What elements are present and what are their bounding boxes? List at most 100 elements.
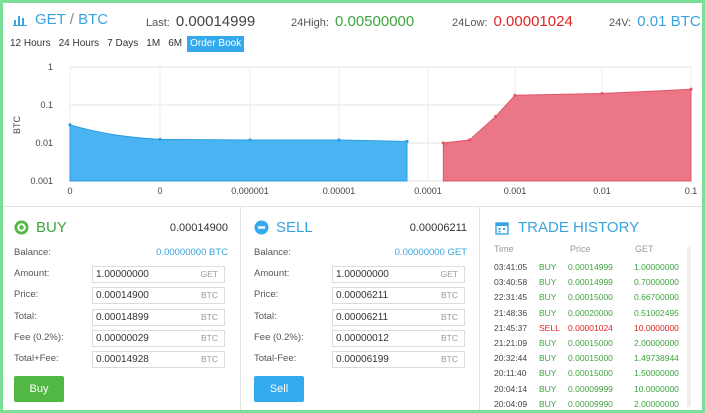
y-tick-label: 0.01 — [35, 138, 53, 148]
sell-total-fee-value: 0.00006199 — [336, 354, 389, 365]
low-label: 24Low: — [452, 17, 488, 29]
x-tick-label: 0.001 — [504, 186, 527, 196]
high-label: 24High: — [291, 17, 329, 29]
trade-row: 03:41:05 BUY 0.00014999 1.00000000 — [494, 262, 684, 275]
sell-total-fee-field[interactable]: 0.00006199 BTC — [332, 351, 465, 368]
plus-circle-icon — [14, 220, 29, 235]
trade-amount: 2.00000000 — [634, 398, 679, 409]
sell-price-value: 0.00006211 — [336, 290, 389, 301]
trade-time: 20:32:44 — [494, 353, 528, 364]
sell-amount-value: 1.00000000 — [336, 269, 389, 280]
column-header-amount: GET — [635, 244, 654, 254]
trade-price: 0.00009999 — [568, 383, 613, 394]
trade-side: BUY — [539, 277, 557, 288]
ask-point — [513, 93, 517, 97]
minus-circle-icon — [254, 220, 269, 235]
buy-balance-label: Balance: — [14, 247, 51, 258]
buy-amount-value: 1.00000000 — [96, 269, 149, 280]
y-axis-label: BTC — [12, 115, 22, 134]
trade-price: 0.00015000 — [568, 368, 613, 379]
sell-panel: SELL 0.00006211 Balance: 0.00000000 GET … — [241, 207, 479, 410]
last-price-value: 0.00014999 — [175, 13, 256, 30]
buy-total-label: Total: — [14, 311, 37, 322]
buy-total-field[interactable]: 0.00014899 BTC — [92, 309, 225, 326]
buy-button[interactable]: Buy — [14, 376, 64, 402]
trade-amount: 1.49738944 — [634, 353, 679, 364]
panel-divider — [3, 206, 702, 207]
ask-point — [494, 114, 498, 119]
buy-fee-field[interactable]: 0.00000029 BTC — [92, 330, 225, 347]
volume-stat: 24V: 0.01 BTC — [609, 13, 701, 30]
low-value: 0.00001024 — [493, 13, 573, 30]
x-tick-label: 0 — [67, 186, 72, 196]
sell-button[interactable]: Sell — [254, 376, 304, 402]
buy-fee-label: Fee (0.2%): — [14, 332, 64, 343]
trade-side: BUY — [539, 338, 557, 348]
sell-total-label: Total: — [254, 311, 277, 322]
sell-total-field[interactable]: 0.00006211 BTC — [332, 309, 465, 326]
sell-fee-field[interactable]: 0.00000012 BTC — [332, 330, 465, 347]
y-tick-label: 1 — [48, 62, 53, 72]
tab-1m[interactable]: 1M — [146, 38, 161, 49]
buy-amount-field[interactable]: 1.00000000 GET — [92, 266, 225, 283]
last-price-stat: Last: 0.00014999 — [146, 13, 255, 30]
sell-total-fee-unit: BTC — [441, 354, 458, 364]
tab-7-days[interactable]: 7 Days — [107, 38, 139, 49]
trade-side: BUY — [539, 307, 557, 318]
bar-chart-icon — [13, 16, 27, 26]
ask-point — [441, 141, 445, 145]
tab-6m[interactable]: 6M — [168, 38, 183, 49]
trade-side: BUY — [539, 383, 557, 394]
trade-amount: 0.66700000 — [634, 292, 679, 303]
bid-point — [248, 138, 252, 142]
sell-total-value: 0.00006211 — [336, 312, 389, 323]
ask-point — [600, 91, 604, 96]
trade-price: 0.00014999 — [568, 277, 613, 288]
tab-24-hours[interactable]: 24 Hours — [58, 38, 100, 49]
exchange-window: GET / BTC Last: 0.00014999 24High: 0.005… — [3, 3, 702, 410]
trade-history-scrollbar[interactable] — [687, 247, 691, 407]
trade-time: 20:04:14 — [494, 383, 528, 394]
trade-time: 20:04:09 — [494, 398, 528, 409]
buy-total-unit: BTC — [201, 312, 218, 322]
pair-separator: / — [69, 11, 74, 28]
column-divider-1 — [240, 207, 241, 410]
buy-price-label: Price: — [14, 289, 39, 300]
trade-side: BUY — [539, 262, 557, 272]
x-tick-label: 0.01 — [593, 186, 611, 196]
buy-fee-value: 0.00000029 — [96, 333, 149, 344]
tab-12-hours[interactable]: 12 Hours — [10, 38, 51, 49]
tab-order-book[interactable]: Order Book — [187, 36, 245, 52]
column-header-price: Price — [570, 244, 591, 254]
sell-price-field[interactable]: 0.00006211 BTC — [332, 287, 465, 304]
sell-total-fee-label: Total-Fee: — [254, 353, 297, 364]
sell-price-label: Price: — [254, 289, 279, 300]
y-tick-label: 0.001 — [30, 176, 53, 186]
calendar-icon — [495, 222, 509, 235]
market-pair: GET / BTC — [35, 11, 108, 28]
trade-row: 20:32:44 BUY 0.00015000 1.49738944 — [494, 353, 684, 366]
sell-price-unit: BTC — [441, 290, 458, 300]
buy-total-value: 0.00014899 — [96, 312, 149, 323]
volume-label: 24V: — [609, 17, 632, 29]
trade-time: 03:40:58 — [494, 277, 528, 288]
buy-best-price: 0.00014900 — [169, 222, 228, 234]
bid-point — [405, 139, 409, 144]
trade-amount: 0.70000000 — [634, 277, 679, 288]
sell-amount-label: Amount: — [254, 268, 290, 279]
trade-amount: 1.00000000 — [634, 262, 679, 272]
trade-price: 0.00015000 — [568, 353, 613, 364]
market-header: GET / BTC Last: 0.00014999 24High: 0.005… — [3, 3, 702, 33]
buy-total-fee-label: Total+Fee: — [14, 353, 59, 364]
buy-total-fee-field[interactable]: 0.00014928 BTC — [92, 351, 225, 368]
buy-price-field[interactable]: 0.00014900 BTC — [92, 287, 225, 304]
trade-row: 21:48:36 BUY 0.00020000 0.51002495 — [494, 308, 684, 321]
trade-amount: 10.0000000 — [634, 322, 679, 333]
low-stat: 24Low: 0.00001024 — [452, 13, 573, 30]
trade-price: 0.00020000 — [568, 307, 613, 318]
sell-amount-field[interactable]: 1.00000000 GET — [332, 266, 465, 283]
trade-row: 20:11:40 BUY 0.00015000 1.50000000 — [494, 368, 684, 381]
sell-balance-value: 0.00000000 GET — [394, 247, 467, 258]
trade-side: BUY — [539, 292, 557, 303]
trade-amount: 0.51002495 — [634, 307, 679, 318]
